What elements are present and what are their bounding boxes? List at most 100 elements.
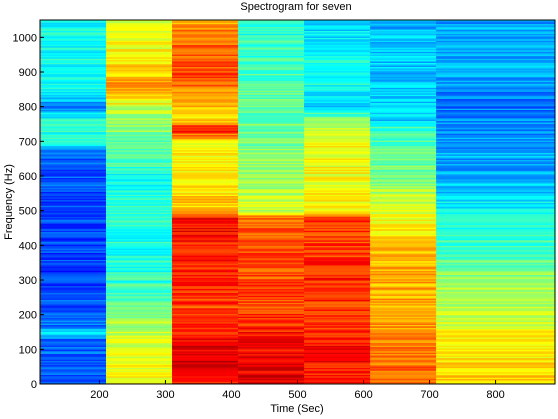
heatmap-cell <box>40 322 107 325</box>
heatmap-cell <box>436 135 555 138</box>
heatmap-cell <box>238 30 305 33</box>
heatmap-cell <box>40 207 107 210</box>
heatmap-cell <box>436 214 555 217</box>
heatmap-cell <box>238 153 305 156</box>
heatmap-cell <box>40 248 107 251</box>
heatmap-cell <box>436 231 555 234</box>
heatmap-cell <box>370 284 437 287</box>
heatmap-cell <box>106 277 173 280</box>
heatmap-cell <box>40 44 107 47</box>
heatmap-cell <box>304 170 371 173</box>
heatmap-cell <box>106 331 173 334</box>
heatmap-cell <box>106 124 173 127</box>
heatmap-cell <box>436 176 555 178</box>
heatmap-cell <box>172 159 239 162</box>
heatmap-cell <box>238 62 305 65</box>
heatmap-cell <box>436 159 555 162</box>
heatmap-cell <box>436 349 555 352</box>
heatmap-cell <box>436 151 555 154</box>
heatmap-cell <box>238 35 305 38</box>
heatmap-cell <box>172 311 239 314</box>
heatmap-cell <box>436 90 555 93</box>
heatmap-cell <box>238 73 305 76</box>
heatmap-cell <box>370 194 437 197</box>
heatmap-cell <box>172 114 239 117</box>
heatmap-cell <box>40 58 107 61</box>
heatmap-cell <box>436 230 555 233</box>
heatmap-cell <box>436 316 555 319</box>
heatmap-cell <box>40 66 107 69</box>
heatmap-cell <box>370 40 437 43</box>
heatmap-cell <box>40 221 107 224</box>
heatmap-cell <box>238 78 305 81</box>
heatmap-cell <box>238 253 305 256</box>
heatmap-cell <box>238 44 305 47</box>
heatmap-cell <box>40 356 107 359</box>
heatmap-cell <box>436 292 555 295</box>
heatmap-cell <box>370 321 437 324</box>
heatmap-cell <box>436 53 555 56</box>
heatmap-cell <box>304 124 371 127</box>
heatmap-cell <box>436 342 555 345</box>
heatmap-cell <box>436 99 555 102</box>
heatmap-cell <box>304 194 371 197</box>
heatmap-cell <box>238 112 305 115</box>
heatmap-cell <box>106 291 173 294</box>
heatmap-cell <box>40 260 107 263</box>
heatmap-cell <box>40 109 107 112</box>
heatmap-cell <box>370 199 437 202</box>
heatmap-cell <box>106 102 173 105</box>
heatmap-cell <box>106 221 173 224</box>
heatmap-cell <box>238 329 305 332</box>
heatmap-cell <box>106 139 173 142</box>
heatmap-cell <box>40 329 107 332</box>
heatmap-cell <box>370 206 437 209</box>
heatmap-cell <box>436 65 555 68</box>
heatmap-cell <box>370 289 437 292</box>
heatmap-cell <box>106 325 173 328</box>
heatmap-cell <box>304 213 371 216</box>
heatmap-cell <box>370 352 437 355</box>
heatmap-cell <box>106 49 173 52</box>
heatmap-cell <box>106 322 173 325</box>
heatmap-cell <box>40 253 107 256</box>
heatmap-cell <box>106 361 173 364</box>
y-tick-label: 300 <box>19 275 37 287</box>
heatmap-cell <box>370 45 437 48</box>
heatmap-cell <box>238 360 305 363</box>
heatmap-cell <box>172 134 239 137</box>
heatmap-cell <box>238 352 305 355</box>
heatmap-cell <box>304 352 371 355</box>
heatmap-cell <box>172 112 239 115</box>
heatmap-cell <box>40 38 107 41</box>
heatmap-cell <box>436 81 555 84</box>
heatmap-cell <box>436 62 555 65</box>
heatmap-cell <box>370 138 437 141</box>
heatmap-cell <box>106 145 173 148</box>
heatmap-cell <box>436 40 555 43</box>
heatmap-cell <box>238 149 305 152</box>
heatmap-cell <box>238 76 305 79</box>
heatmap-cell <box>370 78 437 81</box>
heatmap-cell <box>370 267 437 270</box>
x-tick-label: 200 <box>90 389 108 401</box>
heatmap-cells <box>40 20 555 384</box>
heatmap-cell <box>40 336 107 339</box>
heatmap-cell <box>370 349 437 352</box>
heatmap-cell <box>304 298 371 301</box>
heatmap-cell <box>238 227 305 230</box>
heatmap-cell <box>370 109 437 112</box>
heatmap-cell <box>304 300 371 303</box>
heatmap-cell <box>172 202 239 205</box>
heatmap-cell <box>172 177 239 180</box>
heatmap-cell <box>40 176 107 178</box>
heatmap-cell <box>172 189 239 192</box>
heatmap-cell <box>40 33 107 36</box>
heatmap-cell <box>106 40 173 43</box>
heatmap-cell <box>370 42 437 45</box>
heatmap-cell <box>238 98 305 101</box>
heatmap-cell <box>436 141 555 144</box>
heatmap-cell <box>172 314 239 317</box>
heatmap-cell <box>40 370 107 373</box>
heatmap-cell <box>238 163 305 166</box>
